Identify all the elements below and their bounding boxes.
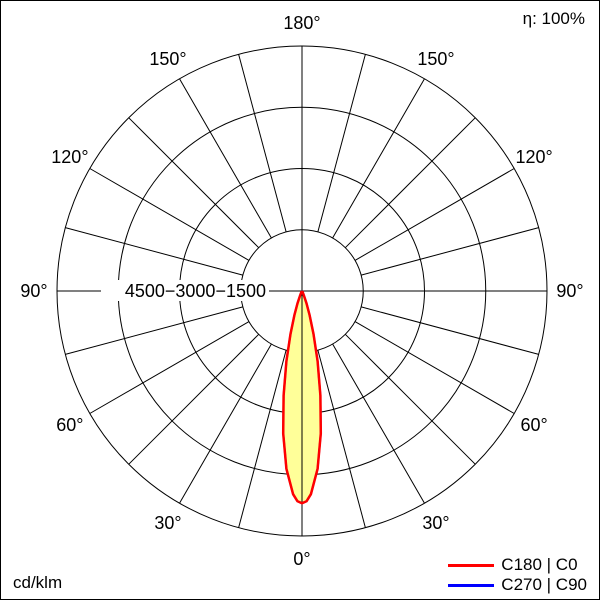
legend-line-c180-c0-icon [448,563,495,567]
radial-label-background [101,280,269,301]
angle-label: 0° [293,549,310,569]
angle-grid-line [128,117,260,249]
angle-label: 150° [417,49,454,69]
angle-label: 150° [149,49,186,69]
angle-grid-line [361,227,539,276]
angle-label: 60° [520,415,547,435]
curve-c180-c0 [281,290,323,505]
angle-grid-line [344,117,476,249]
angle-grid-line [332,343,425,504]
legend-item-c0: C180 | C0 [448,555,587,575]
angle-label: 30° [422,513,449,533]
angle-grid-line [65,306,243,355]
angle-label: 90° [556,281,583,301]
angle-grid-line [238,350,287,528]
unit-label: cd/klm [13,573,63,592]
angle-label: 30° [154,513,181,533]
angle-grid-line [65,227,243,276]
angle-label: 120° [515,147,552,167]
angle-grid-line [317,350,366,528]
angle-grid-line [354,168,515,261]
angle-grid-line [128,333,260,465]
angle-grid-line [89,321,250,414]
angle-grid-line [361,306,539,355]
angle-grid-line [354,321,515,414]
angle-label: 60° [56,415,83,435]
angle-grid-line [89,168,250,261]
angle-label: 90° [20,281,47,301]
angle-grid-line [317,54,366,232]
radial-axis-labels: 4500−3000−1500 [125,281,266,301]
legend-item-c90: C270 | C90 [448,575,587,595]
angle-label: 180° [283,13,320,33]
angle-grid-line [238,54,287,232]
legend-label-c180-c0: C180 | C0 [501,555,578,574]
angle-grid-line [344,333,476,465]
legend: C180 | C0 C270 | C90 [448,555,587,595]
angle-grid-line [179,78,272,239]
angle-label: 120° [51,147,88,167]
angle-grid-line [332,78,425,239]
legend-line-c270-c90-icon [448,583,495,587]
angle-grid-line [179,343,272,504]
efficiency-label: η: 100% [522,9,585,28]
legend-label-c270-c90: C270 | C90 [501,575,587,594]
